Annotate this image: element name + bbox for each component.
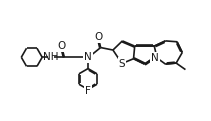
Text: S: S bbox=[119, 59, 125, 68]
Text: F: F bbox=[85, 86, 91, 96]
Text: N: N bbox=[84, 52, 92, 62]
Text: O: O bbox=[57, 41, 66, 51]
Text: O: O bbox=[94, 32, 102, 42]
Text: NH: NH bbox=[43, 52, 58, 62]
Text: N: N bbox=[151, 53, 159, 63]
